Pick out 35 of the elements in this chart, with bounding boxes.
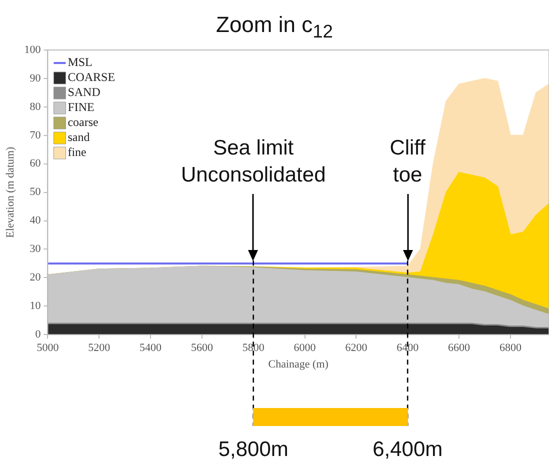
annotation: Cliff toe [390, 136, 426, 186]
x-tick-label: 6200 [345, 342, 368, 354]
y-tick-label: 60 [30, 158, 42, 170]
x-tick-label: 5000 [36, 342, 60, 354]
chart-title: Zoom in c$_{12}$ [215, 12, 334, 42]
y-tick-label: 40 [30, 214, 42, 227]
y-tick-label: 100 [24, 44, 42, 56]
y-tick-label: 50 [30, 186, 42, 198]
legend-label: coarse [68, 115, 98, 130]
x-tick-label: 5400 [140, 342, 162, 354]
x-tick-label: 5200 [88, 342, 111, 354]
y-axis-title: Elevation (m datum) [4, 146, 16, 238]
x-tick-label: 5600 [190, 342, 214, 354]
x-tick-label: 6600 [448, 342, 471, 354]
y-tick-label: 20 [30, 272, 42, 284]
x-axis-title: Chainage (m) [268, 358, 329, 370]
x-tick-label: 6800 [499, 342, 522, 354]
legend-label: FINE [68, 100, 94, 114]
x-tick-label: 6400 [396, 342, 420, 354]
x-tick-label: 5800 [242, 342, 265, 354]
y-tick-label: 80 [30, 100, 42, 113]
text: 5,800m [218, 438, 288, 461]
y-tick-label: 0 [35, 328, 42, 340]
y-tick-label: 70 [30, 129, 42, 142]
legend-label: sand [68, 130, 90, 144]
y-tick-label: 30 [30, 243, 42, 256]
y-tick-label: 10 [30, 300, 42, 312]
x-tick-label: 6000 [294, 342, 316, 354]
legend-label: fine [68, 145, 86, 160]
annotation: Sea limit Unconsolidated [180, 136, 326, 186]
legend-label: MSL [68, 55, 92, 70]
legend-label: COARSE [68, 70, 116, 84]
text: 6,400m [372, 438, 443, 461]
legend-label: SAND [68, 85, 101, 100]
y-tick-label: 90 [30, 72, 42, 84]
